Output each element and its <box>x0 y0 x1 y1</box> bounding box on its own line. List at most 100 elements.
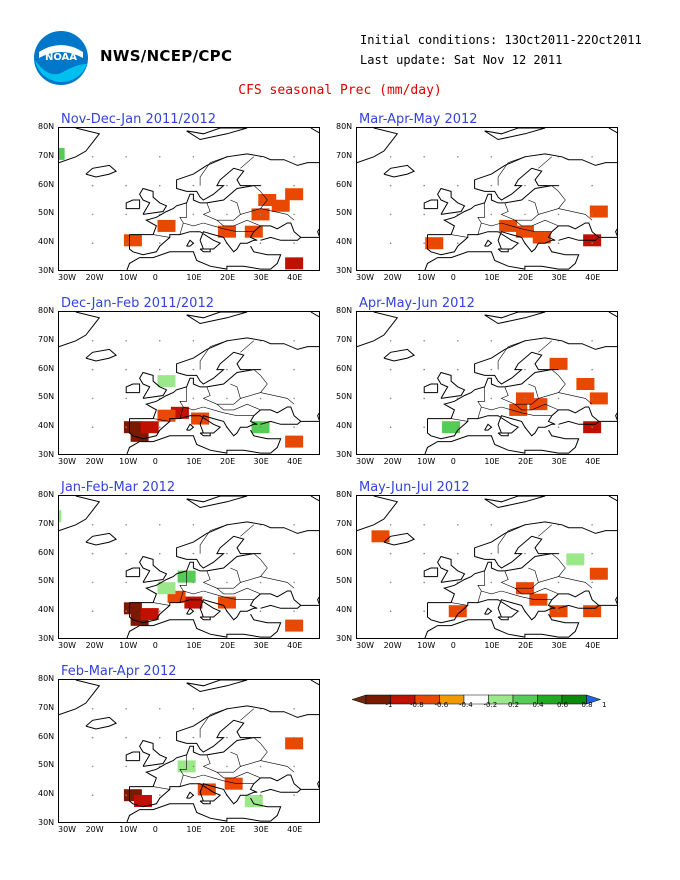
anomaly-cell <box>217 225 236 238</box>
grid-dot <box>158 736 161 739</box>
colorbar-label: 1 <box>602 701 607 709</box>
grid-dot <box>293 581 295 584</box>
page-title: CFS seasonal Prec (mm/day) <box>238 83 442 98</box>
grid-dot <box>192 184 195 187</box>
grid-dot <box>192 340 195 342</box>
panel-title: Jan-Feb-Mar 2012 <box>61 480 176 495</box>
lon-tick-label: 20E <box>219 457 236 466</box>
grid-dot <box>91 397 94 400</box>
panel-title: Apr-May-Jun 2012 <box>359 296 475 311</box>
lat-tick-label: 50N <box>38 392 55 402</box>
anomaly-cell <box>442 421 461 434</box>
colorbar-label: -0.6 <box>434 701 449 709</box>
coastline <box>186 128 248 141</box>
lon-tick-label: 30E <box>551 457 567 466</box>
coastline <box>514 219 559 227</box>
coastline <box>153 602 170 606</box>
grid-dot <box>389 426 392 428</box>
coastline <box>423 383 439 394</box>
coastline <box>310 496 319 502</box>
lon-tick-label: 30W <box>58 825 77 834</box>
coastline <box>260 604 302 609</box>
grid-dot <box>226 736 228 739</box>
lon-tick-label: 20W <box>85 457 104 466</box>
lon-tick-label: 20E <box>219 641 236 650</box>
anomaly-cell <box>371 530 390 543</box>
lon-tick-label: 20W <box>85 273 104 282</box>
coastline <box>186 312 248 325</box>
lon-tick-label: 30E <box>253 825 269 834</box>
coastline <box>125 199 141 210</box>
coastline <box>451 602 468 606</box>
lon-tick-label: 10E <box>186 273 202 282</box>
coastline <box>125 383 141 394</box>
coastline <box>497 432 509 437</box>
coastline <box>85 532 118 546</box>
anomaly-cell <box>285 619 304 632</box>
anomaly-cell <box>140 608 159 621</box>
grid-dot <box>293 524 295 526</box>
grid-dot <box>158 524 161 526</box>
anomaly-cell <box>285 737 304 750</box>
coastline <box>608 312 617 318</box>
lon-tick-label: 30E <box>551 273 567 282</box>
lon-tick-label: 30W <box>356 641 375 650</box>
grid-dot <box>125 765 127 768</box>
grid-dot <box>293 736 295 739</box>
coastline <box>437 187 466 215</box>
lon-tick-label: 20E <box>517 457 534 466</box>
coastline <box>514 587 559 595</box>
coastline <box>484 312 546 325</box>
lat-tick-label: 70N <box>38 702 55 712</box>
lon-tick-label: 20W <box>85 825 104 834</box>
initial-conditions: Initial conditions: 13Oct2011-22Oct2011 <box>360 33 642 47</box>
colorbar-low-arrow <box>351 694 367 705</box>
lon-tick-label: 10W <box>119 825 138 834</box>
coastline <box>240 708 254 721</box>
coastline <box>497 156 525 186</box>
anomaly-cell <box>425 237 444 250</box>
colorbar-high-arrow <box>586 694 602 705</box>
coastline <box>216 587 261 595</box>
lon-tick-label: 10W <box>417 273 436 282</box>
grid-dot <box>192 213 195 216</box>
grid-dot <box>591 156 593 158</box>
coastline <box>179 386 187 419</box>
anomaly-cell <box>515 225 534 238</box>
lat-tick-label: 50N <box>336 392 353 402</box>
coastline <box>202 751 241 773</box>
grid-dot <box>125 708 127 710</box>
coastline <box>497 524 525 554</box>
colorbar: -1 -0.8 -0.6 -0.4 -0.2 0.2 0.4 0.6 0.8 1 <box>351 690 606 709</box>
lon-tick-label: 40E <box>585 273 601 282</box>
org-name: NWS/NCEP/CPC <box>100 47 233 65</box>
grid-dot <box>423 397 425 400</box>
grid-dot <box>423 610 425 612</box>
grid-dot <box>91 552 94 555</box>
grid-dot <box>226 368 228 371</box>
coastline <box>186 680 248 693</box>
anomaly-cell <box>271 199 290 212</box>
lon-tick-label: 20E <box>219 273 236 282</box>
grid-dot <box>423 552 425 555</box>
coastline <box>260 420 302 425</box>
grid-dot <box>591 581 593 584</box>
coastline <box>427 337 617 420</box>
grid-dot <box>423 426 425 428</box>
grid-dot <box>192 581 195 584</box>
coastline <box>240 185 268 215</box>
lon-tick-label: 0 <box>152 273 158 282</box>
grid-dot <box>91 426 94 428</box>
anomaly-cell <box>217 596 236 609</box>
lat-tick-label: 40N <box>38 789 55 799</box>
coastline <box>477 570 485 603</box>
grid-dot <box>557 610 560 612</box>
grid-dot <box>490 213 493 216</box>
grid-dot <box>158 340 161 342</box>
coastline <box>357 128 399 164</box>
coastline <box>186 607 195 615</box>
grid-dot <box>456 368 459 371</box>
grid-dot <box>125 397 127 400</box>
lat-tick-label: 30N <box>336 634 353 643</box>
coastline <box>501 222 552 232</box>
